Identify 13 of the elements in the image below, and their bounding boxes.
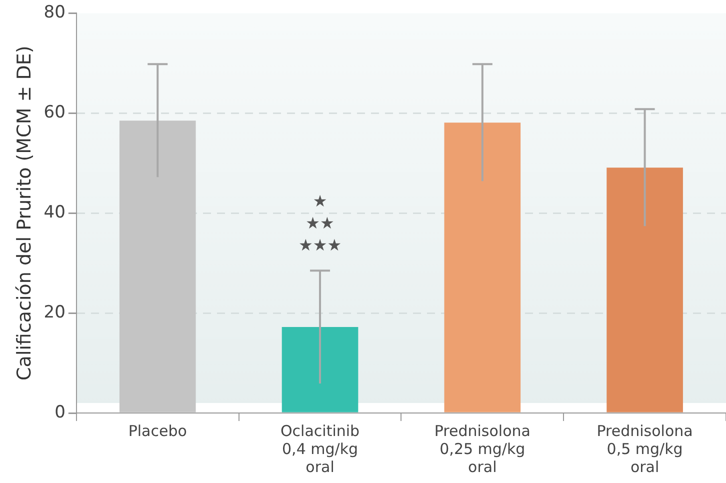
x-tick-label: Oclacitinib 0,4 mg/kg oral <box>280 422 360 476</box>
annotation: ★★ <box>306 214 334 233</box>
y-tick-label: 0 <box>54 402 66 422</box>
annotation: ★ <box>312 192 328 211</box>
y-tick-label: 20 <box>44 302 66 322</box>
y-axis-title: Calificación del Prurito (MCM ± DE) <box>13 46 36 380</box>
y-tick-label: 60 <box>44 102 66 123</box>
x-tick-label: Prednisolona 0,25 mg/kg oral <box>434 422 530 476</box>
annotation: ★★★ <box>298 236 342 255</box>
y-tick-label: 40 <box>44 202 66 223</box>
x-tick-label: Prednisolona 0,5 mg/kg oral <box>596 422 693 476</box>
x-tick-label: Placebo <box>128 422 187 440</box>
y-tick-label: 80 <box>44 2 66 23</box>
